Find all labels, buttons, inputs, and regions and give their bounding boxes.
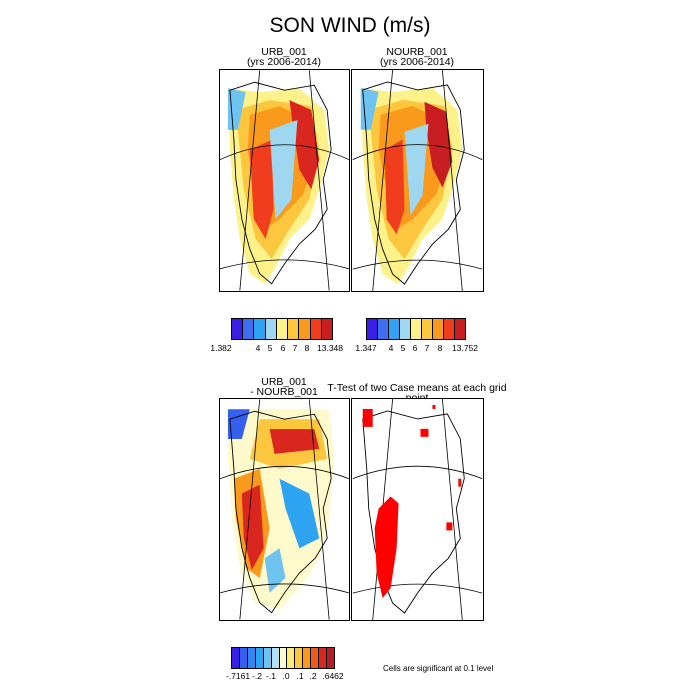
nourb-title-line2: (yrs 2006-2014) [379, 56, 455, 68]
diff-panel-title: URB_001 - NOURB_001 [219, 376, 349, 398]
nourb-tick-label: 5 [400, 343, 406, 353]
urb-colorbar-boxes [231, 318, 333, 340]
diff-color-box [319, 648, 328, 668]
diff-color-box [271, 648, 280, 668]
ttest-coastline [362, 410, 465, 614]
nourb-color-box [433, 319, 444, 339]
figure-title: SON WIND (m/s) [269, 14, 431, 37]
nourb-color-box [455, 319, 465, 339]
urb-color-box [276, 319, 289, 339]
ttest-significance-map [351, 398, 484, 621]
diff-color-box [232, 648, 240, 668]
nourb-wind-field [360, 87, 463, 285]
nourb-tick-label: 6 [412, 343, 418, 353]
diff-tick-label: -.7161 [225, 671, 251, 681]
nourb-tick-label: 13.752 [452, 343, 478, 353]
difference-map [219, 398, 350, 621]
urb-color-box [310, 319, 322, 339]
diff-color-box [263, 648, 272, 668]
urb-color-box [299, 319, 311, 339]
urb-tick-label: 6 [280, 343, 286, 353]
ttest-map-svg [352, 399, 483, 620]
nourb-tick-label: 1.347 [355, 343, 377, 353]
diff-color-box [295, 648, 304, 668]
nourb-title-line1: NOURB_001 [386, 46, 448, 58]
nourb-color-box [411, 319, 422, 339]
urb-title-line2: (yrs 2006-2014) [246, 56, 322, 68]
diff-tick-label: -.1 [266, 671, 276, 681]
diff-tick-label: .1 [296, 671, 304, 681]
nourb-panel-title: NOURB_001 (yrs 2006-2014) [351, 46, 483, 68]
diff-color-box [303, 648, 312, 668]
diff-color-box [239, 648, 248, 668]
nourb-tick-label: 7 [424, 343, 430, 353]
urb-title-line1: URB_001 [261, 46, 307, 58]
diff-colorbar-boxes [231, 647, 335, 669]
diff-color-box [287, 648, 296, 668]
diff-tick-label: .2 [309, 671, 317, 681]
diff-title-line1: URB_001 [261, 376, 307, 388]
urb-tick-label: 4 [255, 343, 261, 353]
urb-tick-label: 1.382 [210, 343, 232, 353]
nourb-graticule [352, 70, 483, 291]
diff-wind-field [227, 409, 335, 610]
urb-tick-label: 5 [267, 343, 273, 353]
nourb-tick-label: 8 [437, 343, 443, 353]
diff-color-box [247, 648, 256, 668]
nourb-color-box [367, 319, 378, 339]
urb-tick-label: 8 [304, 343, 310, 353]
urb-panel-title: URB_001 (yrs 2006-2014) [219, 46, 349, 68]
urb-color-box [288, 319, 300, 339]
diff-color-box [255, 648, 264, 668]
urb-color-box [254, 319, 266, 339]
urb-coastline [229, 81, 332, 285]
nourb-color-box [400, 319, 411, 339]
diff-coastline [229, 410, 332, 614]
nourb-color-box [378, 319, 389, 339]
diff-color-box [311, 648, 320, 668]
nourb-colorbar [366, 318, 466, 340]
nourb-color-box [422, 319, 433, 339]
nourb-wind-map [351, 69, 484, 292]
urb-color-box [243, 319, 255, 339]
diff-tick-label: .6462 [322, 671, 344, 681]
urb-color-box [321, 319, 332, 339]
significant-cells [362, 404, 462, 599]
diff-title-line2: - NOURB_001 [250, 386, 318, 398]
diff-map-svg [220, 399, 349, 620]
ttest-graticule [352, 399, 483, 620]
urb-wind-map [219, 69, 350, 292]
urb-map-svg [220, 70, 349, 291]
nourb-color-box [389, 319, 400, 339]
nourb-colorbar-boxes [366, 318, 466, 340]
diff-tick-label: .0 [282, 671, 290, 681]
urb-colorbar [231, 318, 333, 340]
urb-color-box [232, 319, 244, 339]
diff-color-box [327, 648, 334, 668]
significance-note: Cells are significant at 0.1 level [383, 664, 494, 673]
nourb-tick-label: 4 [388, 343, 394, 353]
urb-color-box [265, 319, 277, 339]
nourb-coastline [362, 81, 465, 285]
urb-tick-label: 13.348 [317, 343, 343, 353]
diff-color-box [279, 648, 288, 668]
diff-tick-label: -.2 [252, 671, 262, 681]
nourb-color-box [444, 319, 455, 339]
diff-colorbar [231, 647, 335, 669]
nourb-map-svg [352, 70, 483, 291]
urb-tick-label: 7 [292, 343, 298, 353]
